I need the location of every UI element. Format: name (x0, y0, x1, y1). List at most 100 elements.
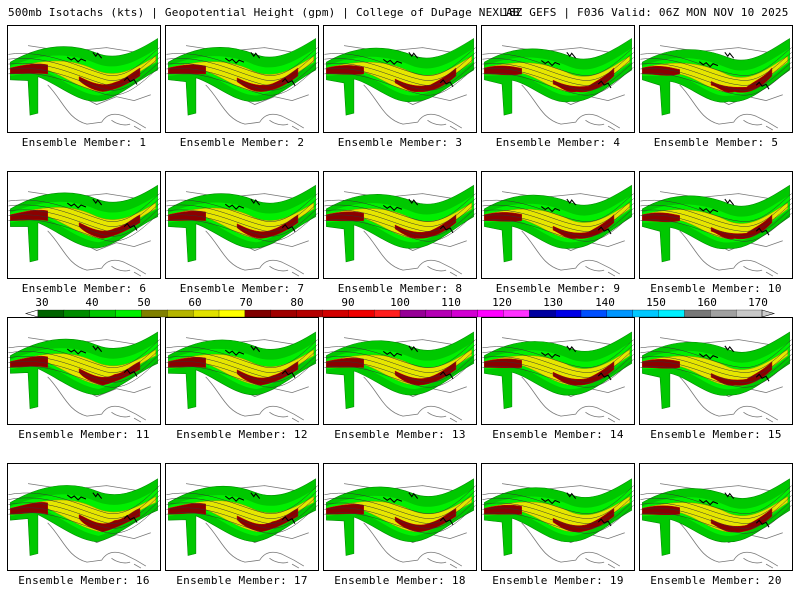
ensemble-member-panel (639, 317, 793, 425)
geopotential-height-contours (166, 47, 318, 96)
ensemble-member-map (7, 317, 161, 425)
colorbar-swatch (554, 309, 582, 318)
ensemble-member-label: Ensemble Member: 13 (334, 428, 466, 441)
colorbar-tick-label: 110 (441, 296, 461, 309)
geopotential-height-contours (640, 485, 792, 534)
ensemble-member-map (165, 25, 319, 133)
coastline-detail (66, 345, 138, 377)
coastline-detail (66, 51, 138, 85)
jet-core-region (642, 505, 773, 533)
coastline-detail (66, 492, 138, 523)
ensemble-member-map (639, 25, 793, 133)
colorbar-swatch (270, 309, 298, 318)
geopotential-height-contours (482, 47, 634, 96)
colorbar-tick-label: 90 (341, 296, 354, 309)
colorbar-tick-label: 130 (543, 296, 563, 309)
coastline-detail (382, 198, 454, 234)
geopotential-height-contours (324, 193, 476, 242)
ensemble-member-label: Ensemble Member: 8 (337, 282, 463, 295)
coastline-detail (698, 492, 770, 528)
ensemble-member-label: Ensemble Member: 15 (650, 428, 782, 441)
geopotential-height-contours (640, 193, 792, 242)
coastline-detail (224, 492, 296, 524)
colorbar-min-arrow (24, 309, 39, 318)
colorbar-swatch (658, 309, 685, 318)
colorbar-swatch (735, 309, 763, 318)
ensemble-member-panel (481, 171, 635, 279)
ensemble-member-panel (481, 317, 635, 425)
ensemble-member-panel (7, 463, 161, 571)
colorbar-swatch (322, 309, 349, 318)
jet-core-region (642, 66, 773, 93)
coastline-outline (27, 483, 156, 569)
colorbar-swatch (296, 309, 323, 318)
ensemble-member-panel (165, 171, 319, 279)
jet-core-region (168, 210, 299, 239)
colorbar-tick-label: 120 (492, 296, 512, 309)
ensemble-member-label: Ensemble Member: 12 (176, 428, 308, 441)
ensemble-member-map (323, 25, 477, 133)
colorbar-tick-label: 150 (646, 296, 666, 309)
ensemble-member-panel (165, 25, 319, 133)
colorbar-swatch (63, 309, 91, 318)
ensemble-member-label: Ensemble Member: 18 (334, 574, 466, 587)
colorbar-swatch (503, 309, 530, 318)
ensemble-member-map (165, 317, 319, 425)
geopotential-height-contours (8, 47, 160, 96)
ensemble-member-panel (323, 171, 477, 279)
colorbar-swatch (218, 309, 246, 318)
colorbar-tick-label: 140 (595, 296, 615, 309)
ensemble-member-map (481, 317, 635, 425)
ensemble-member-map (639, 317, 793, 425)
colorbar-max-arrow (761, 309, 776, 318)
coastline-detail (382, 345, 454, 380)
coastline-detail (382, 51, 454, 88)
colorbar-tick-label: 100 (390, 296, 410, 309)
ensemble-member-label: Ensemble Member: 14 (492, 428, 624, 441)
ensemble-member-map (323, 171, 477, 279)
geopotential-height-contours (166, 193, 318, 242)
ensemble-member-map (7, 463, 161, 571)
colorbar-swatch (529, 309, 556, 318)
ensemble-member-map (639, 463, 793, 571)
colorbar-swatch (89, 309, 117, 318)
jet-core-region (484, 504, 615, 533)
ensemble-member-map (7, 171, 161, 279)
ensemble-member-panel (323, 25, 477, 133)
coastline-detail (698, 51, 770, 90)
ensemble-member-map (639, 171, 793, 279)
jet-core-region (168, 64, 299, 92)
colorbar-tick-label: 70 (239, 296, 252, 309)
ensemble-member-label: Ensemble Member: 9 (495, 282, 621, 295)
geopotential-height-contours (482, 193, 634, 242)
ensemble-member-label: Ensemble Member: 3 (337, 136, 463, 149)
ensemble-member-map (481, 25, 635, 133)
ensemble-member-panel (7, 317, 161, 425)
colorbar-swatch (37, 309, 65, 318)
ensemble-member-panel (165, 317, 319, 425)
colorbar-tick-label: 30 (35, 296, 48, 309)
colorbar-swatch (710, 309, 737, 318)
geopotential-height-contours (640, 47, 792, 96)
ensemble-member-label: Ensemble Member: 7 (179, 282, 305, 295)
coastline-detail (66, 198, 138, 231)
colorbar-swatch (192, 309, 220, 318)
colorbar-swatch (580, 309, 608, 318)
ensemble-member-label: Ensemble Member: 19 (492, 574, 624, 587)
colorbar-swatch (244, 309, 272, 318)
colorbar-swatch (399, 309, 427, 318)
colorbar-tick-label: 80 (290, 296, 303, 309)
ensemble-member-map (323, 317, 477, 425)
coastline-detail (224, 345, 296, 378)
colorbar-swatch (425, 309, 453, 318)
ensemble-member-panel (481, 25, 635, 133)
chart-title: 500mb Isotachs (kts) | Geopotential Heig… (8, 6, 520, 19)
ensemble-member-panel (7, 25, 161, 133)
colorbar-swatch (477, 309, 504, 318)
jet-core-region (326, 211, 457, 239)
ensemble-member-panel (165, 463, 319, 571)
ensemble-member-label: Ensemble Member: 6 (21, 282, 147, 295)
coastline-detail (382, 492, 454, 526)
ensemble-member-label: Ensemble Member: 1 (21, 136, 147, 149)
coastline-detail (540, 51, 612, 89)
